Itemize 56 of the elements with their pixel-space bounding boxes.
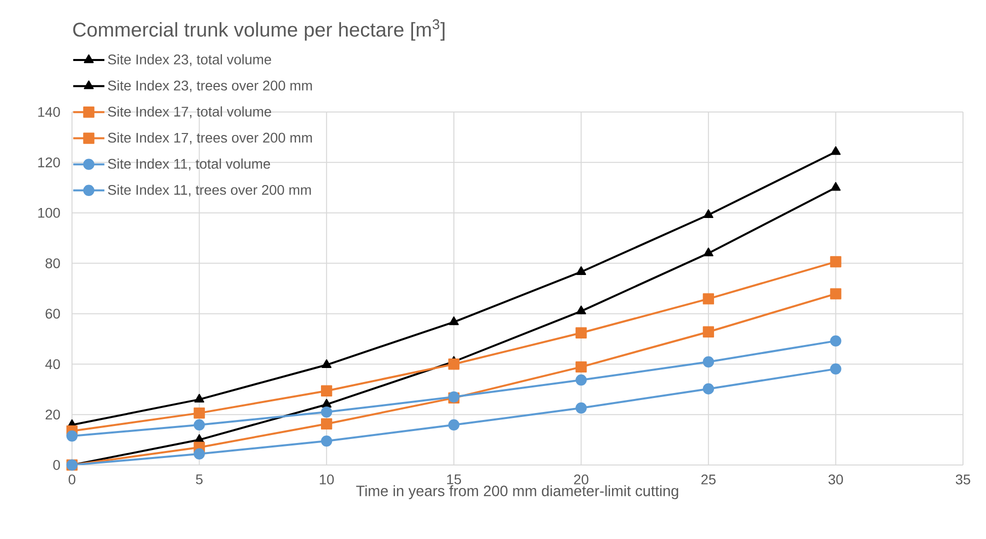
point [830,335,842,347]
y-tick-label: 0 [53,460,60,470]
x-tick-label: 35 [956,474,970,484]
point [830,182,841,191]
y-tick-label: 60 [46,308,60,319]
chart-title: Commercial trunk volume per hectare [m$^{3}$] [73,19,444,41]
x-tick-label: 25 [701,474,716,484]
y-tick-label: 40 [45,359,60,370]
x-tick-label: 20 [574,474,588,484]
point [576,374,587,386]
point [830,288,842,300]
y-tick-label: 100 [38,208,60,218]
point [320,435,332,447]
point [702,326,714,338]
x-axis-title: Time in years from 200 mm diameter-limit cutting [356,485,678,500]
point [702,293,714,304]
x-tick-label: 15 [447,474,462,484]
legend-label: Site Index 17, total volume [108,106,272,118]
point [576,402,587,414]
legend-label: Site Index 23, trees over 200 mm [108,80,312,92]
x-tick-label: 30 [828,474,843,484]
y-tick-label: 140 [38,107,60,117]
point [66,430,78,442]
point [704,248,714,256]
point [702,356,714,368]
point [194,407,205,419]
legend-label: Site Index 23, total volume [108,54,272,66]
point [576,327,587,338]
x-tick-label: 10 [320,474,334,484]
point [830,256,842,268]
point [194,394,204,403]
point [320,418,332,430]
point [448,419,460,431]
point [322,398,332,408]
point [576,306,586,314]
legend-label: Site Index 11, total volume [108,158,270,170]
y-tick-label: 80 [46,258,60,268]
point [448,358,460,370]
legend-label: Site Index 11, trees over 200 mm [108,184,311,196]
point [194,448,205,460]
point [830,146,841,155]
x-tick-label: 0 [68,474,76,484]
legend-label: Site Index 17, trees over 200 mm [108,132,312,144]
point [576,361,587,373]
point [702,383,714,394]
point [194,419,205,431]
point [576,266,586,275]
y-tick-label: 20 [46,410,60,420]
point [322,359,332,368]
point [830,363,842,375]
point [320,385,332,396]
point [704,209,714,218]
point [448,316,459,326]
point [320,406,332,418]
y-tick-label: 120 [38,157,60,168]
x-tick-label: 5 [196,474,203,484]
